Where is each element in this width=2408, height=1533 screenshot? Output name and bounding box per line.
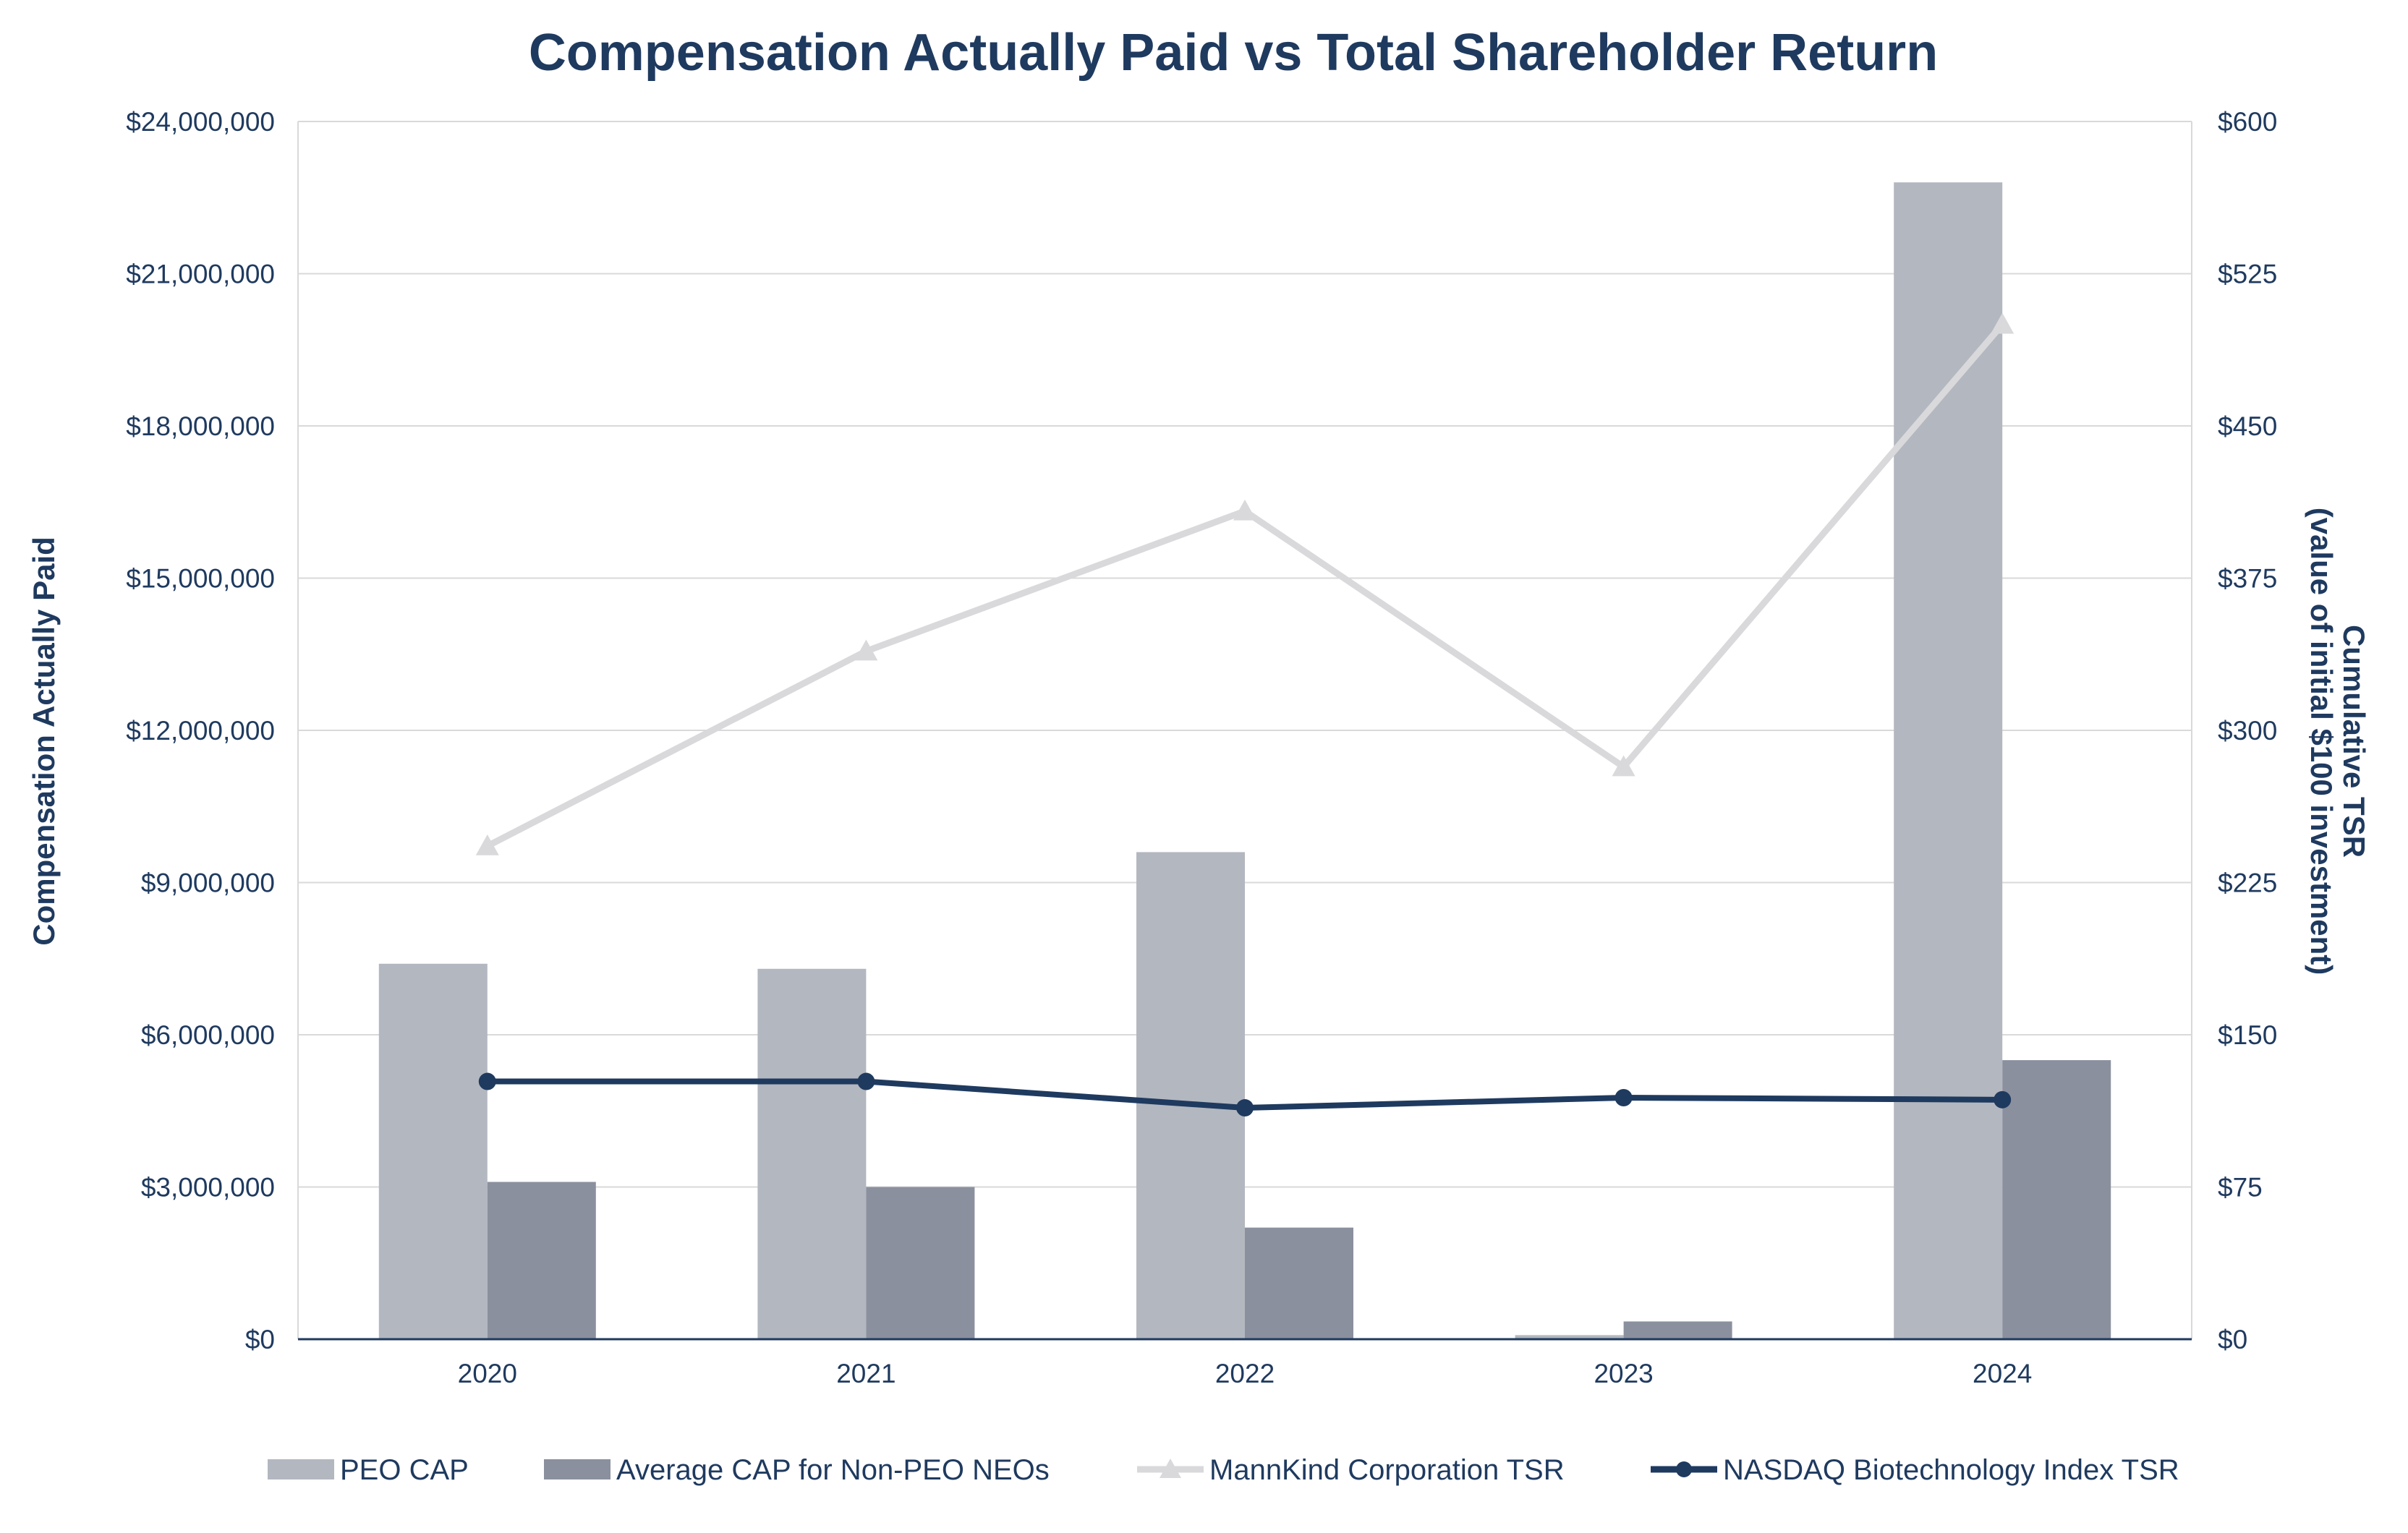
left-tick-label: $24,000,000 <box>126 107 275 137</box>
right-tick-label: $375 <box>2218 564 2277 594</box>
right-tick-label: $75 <box>2218 1173 2263 1203</box>
lines <box>475 312 2015 1117</box>
bar-avg-neo-cap <box>1623 1321 1732 1339</box>
right-tick-label: $225 <box>2218 868 2277 898</box>
left-tick-label: $15,000,000 <box>126 564 275 594</box>
legend-label: NASDAQ Biotechnology Index TSR <box>1723 1454 2179 1486</box>
left-tick-label: $18,000,000 <box>126 411 275 441</box>
point-marker-nasdaq-tsr <box>478 1072 496 1090</box>
bar-peo-cap <box>378 963 488 1339</box>
series-line-mannkind-tsr <box>485 322 2005 849</box>
point-marker-mannkind-tsr <box>1612 755 1635 777</box>
bar-peo-cap <box>1136 852 1245 1339</box>
right-tick-label: $525 <box>2218 260 2277 289</box>
left-tick-label: $6,000,000 <box>141 1020 275 1050</box>
x-tick-label: 2023 <box>1594 1359 1653 1388</box>
left-axis-ticks: $0 $3,000,000 $6,000,000 $9,000,000 $12,000,… <box>126 107 275 1354</box>
bar-avg-neo-cap <box>866 1187 975 1339</box>
left-axis-title: Compensation Actually Paid <box>27 537 61 946</box>
grid <box>297 121 2192 1339</box>
point-marker-nasdaq-tsr <box>1236 1099 1254 1117</box>
right-tick-label: $0 <box>2218 1325 2247 1354</box>
legend-marker <box>1676 1461 1692 1477</box>
bar-peo-cap <box>1515 1335 1624 1339</box>
right-tick-label: $300 <box>2218 716 2277 746</box>
bars <box>298 182 2192 1341</box>
left-tick-label: $3,000,000 <box>141 1173 275 1203</box>
left-tick-label: $12,000,000 <box>126 716 275 746</box>
x-tick-label: 2020 <box>458 1359 517 1388</box>
legend-swatch <box>544 1459 610 1479</box>
point-marker-mannkind-tsr <box>475 834 499 855</box>
right-tick-label: $450 <box>2218 411 2277 441</box>
legend-label: PEO CAP <box>340 1454 469 1486</box>
point-marker-nasdaq-tsr <box>857 1072 875 1090</box>
legend-label: MannKind Corporation TSR <box>1209 1454 1565 1486</box>
left-tick-label: $21,000,000 <box>126 260 275 289</box>
point-marker-mannkind-tsr <box>854 639 878 661</box>
x-tick-label: 2024 <box>1973 1359 2032 1388</box>
right-tick-label: $600 <box>2218 107 2277 137</box>
bar-peo-cap <box>1894 182 2003 1340</box>
legend-label: Average CAP for Non-PEO NEOs <box>616 1454 1050 1486</box>
legend-item: PEO CAP <box>268 1454 469 1486</box>
right-axis-ticks: $0 $75 $150 $225 $300 $375 $450 $525 $600 <box>2218 107 2277 1354</box>
left-tick-label: $9,000,000 <box>141 868 275 898</box>
bar-avg-neo-cap <box>487 1182 596 1339</box>
chart-title: Compensation Actually Paid vs Total Shar… <box>529 24 1938 82</box>
legend-marker <box>1160 1459 1181 1478</box>
point-marker-mannkind-tsr <box>1233 499 1256 521</box>
x-tick-label: 2022 <box>1215 1359 1275 1388</box>
bar-avg-neo-cap <box>2002 1060 2111 1339</box>
legend-item: NASDAQ Biotechnology Index TSR <box>1651 1454 2179 1486</box>
bar-avg-neo-cap <box>1245 1227 1353 1339</box>
right-axis-title-line1: Cumulative TSR <box>2337 625 2371 858</box>
point-marker-nasdaq-tsr <box>1994 1090 2012 1109</box>
legend-swatch <box>268 1459 334 1479</box>
point-marker-mannkind-tsr <box>1991 312 2015 334</box>
left-tick-label: $0 <box>245 1325 275 1354</box>
right-tick-label: $150 <box>2218 1020 2277 1050</box>
legend-item: Average CAP for Non-PEO NEOs <box>544 1454 1050 1486</box>
legend: PEO CAP Average CAP for Non-PEO NEOs MannK… <box>268 1454 2179 1486</box>
point-marker-nasdaq-tsr <box>1614 1089 1633 1107</box>
x-tick-label: 2021 <box>836 1359 895 1388</box>
x-axis-ticks: 2020 2021 2022 2023 2024 <box>458 1359 2033 1388</box>
bar-peo-cap <box>757 968 867 1339</box>
right-axis-title-line2: (value of initial $100 investment) <box>2305 508 2339 975</box>
legend-item: MannKind Corporation TSR <box>1137 1454 1565 1486</box>
